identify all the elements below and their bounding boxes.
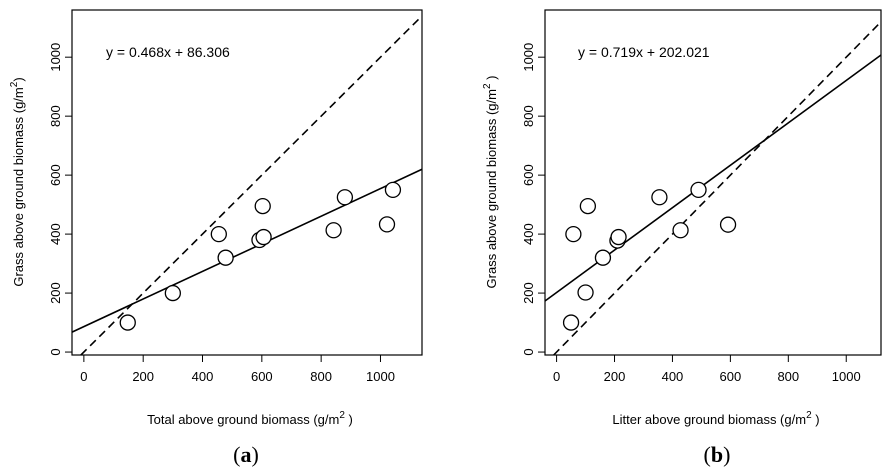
- a-point-9: [378, 216, 396, 233]
- b-ytick-label-1: 200: [521, 282, 536, 304]
- panel-a: 0 200 400 600 800 1000 0 200 400 600 800 1000 y = 0…: [9, 9, 423, 467]
- b-point-0: [562, 314, 580, 331]
- b-xtick-label-4: 800: [777, 369, 799, 384]
- b-point-1: [565, 225, 582, 243]
- panel-b-xlabel-sup: 2: [806, 410, 812, 421]
- b-xtick-label-2: 400: [662, 369, 684, 384]
- panel-a-ylabel-text: Grass above ground biomass (g/m: [11, 87, 26, 286]
- a-point-8: [336, 189, 354, 206]
- panel-a-ylabel-sup: 2: [9, 81, 20, 87]
- a-xtick-label-4: 800: [310, 369, 332, 384]
- a-identity-line: [80, 15, 423, 356]
- panel-a-label: (a): [233, 442, 259, 467]
- a-point-1: [164, 284, 181, 302]
- panel-b-xlabel-text: Litter above ground biomass (g/m: [612, 412, 806, 427]
- b-point-10: [719, 216, 737, 233]
- panel-a-ticks: 0 200 400 600 800 1000 0 200 400 600 800 1000: [48, 43, 395, 384]
- panel-a-label-close: ): [252, 442, 259, 467]
- panel-a-xlabel-text: Total above ground biomass (g/m: [147, 412, 339, 427]
- b-point-7: [651, 189, 668, 206]
- a-point-2: [210, 225, 227, 243]
- panel-b-label-close: ): [723, 442, 730, 467]
- panel-a-xlabel-sup: 2: [339, 410, 345, 421]
- panel-b-lines: [544, 21, 882, 356]
- panel-b-equation: y = 0.719x + 202.021: [578, 44, 710, 60]
- panel-b-label-letter: b: [711, 442, 723, 467]
- a-ytick-label-3: 600: [48, 164, 63, 186]
- panel-a-xlabel-end: ): [345, 412, 353, 427]
- a-point-5: [254, 197, 271, 215]
- b-xtick-label-5: 1000: [832, 369, 861, 384]
- b-xtick-label-3: 600: [720, 369, 742, 384]
- a-ytick-label-2: 400: [48, 223, 63, 245]
- b-point-9: [690, 181, 707, 199]
- panel-a-ylabel: Grass above ground biomass (g/m2): [9, 77, 26, 286]
- a-xtick-label-0: 0: [80, 369, 87, 384]
- panel-b-xlabel-end: ): [812, 412, 820, 427]
- panel-a-plot-frame: [71, 9, 423, 356]
- panel-b: 0 200 400 600 800 1000 0 200 400 600 800 1000 y = 0…: [482, 9, 882, 467]
- panel-b-ylabel-text: Grass above ground biomass (g/m: [484, 89, 499, 288]
- a-point-10: [384, 181, 402, 199]
- a-point-6: [255, 228, 272, 246]
- panel-a-lines: [71, 15, 423, 356]
- a-regression-line: [71, 168, 423, 333]
- b-regression-line: [544, 54, 882, 302]
- b-point-2: [577, 284, 594, 301]
- b-point-8: [672, 222, 689, 239]
- b-identity-line: [553, 21, 882, 356]
- a-xtick-label-2: 400: [192, 369, 214, 384]
- b-ytick-label-3: 600: [521, 164, 536, 186]
- b-xtick-label-1: 200: [604, 369, 626, 384]
- b-xtick-label-0: 0: [553, 369, 560, 384]
- panel-b-plot-frame: [544, 9, 882, 356]
- panel-b-ylabel-sup: 2: [482, 83, 493, 89]
- panel-b-ylabel-end: ): [484, 76, 499, 84]
- panel-a-xlabel: Total above ground biomass (g/m2 ): [147, 410, 353, 427]
- a-point-7: [325, 222, 342, 239]
- a-ytick-label-0: 0: [48, 348, 63, 355]
- b-ytick-label-0: 0: [521, 348, 536, 355]
- a-point-0: [119, 314, 136, 331]
- panel-b-ticks: 0 200 400 600 800 1000 0 200 400 600 800 1000: [521, 43, 861, 384]
- panel-b-label-open: (: [704, 442, 711, 467]
- panel-b-label: (b): [704, 442, 731, 467]
- b-ytick-label-4: 800: [521, 105, 536, 127]
- panel-b-points: [562, 181, 737, 331]
- a-xtick-label-3: 600: [251, 369, 273, 384]
- a-ytick-label-1: 200: [48, 282, 63, 304]
- panel-a-points: [119, 181, 402, 331]
- a-ytick-label-4: 800: [48, 105, 63, 127]
- a-xtick-label-5: 1000: [366, 369, 395, 384]
- panel-a-label-open: (: [233, 442, 240, 467]
- panel-b-xlabel: Litter above ground biomass (g/m2 ): [612, 410, 819, 427]
- a-ytick-label-5: 1000: [48, 43, 63, 72]
- panel-a-label-letter: a: [241, 442, 252, 467]
- panel-a-equation: y = 0.468x + 86.306: [106, 44, 230, 60]
- b-point-3: [579, 197, 597, 215]
- b-point-6: [610, 228, 627, 246]
- a-point-3: [217, 249, 234, 266]
- b-ytick-label-2: 400: [521, 223, 536, 245]
- b-ytick-label-5: 1000: [521, 43, 536, 72]
- panel-a-ylabel-end: ): [11, 77, 26, 81]
- b-point-4: [594, 249, 612, 266]
- panel-b-ylabel: Grass above ground biomass (g/m2 ): [482, 76, 499, 289]
- a-xtick-label-1: 200: [132, 369, 154, 384]
